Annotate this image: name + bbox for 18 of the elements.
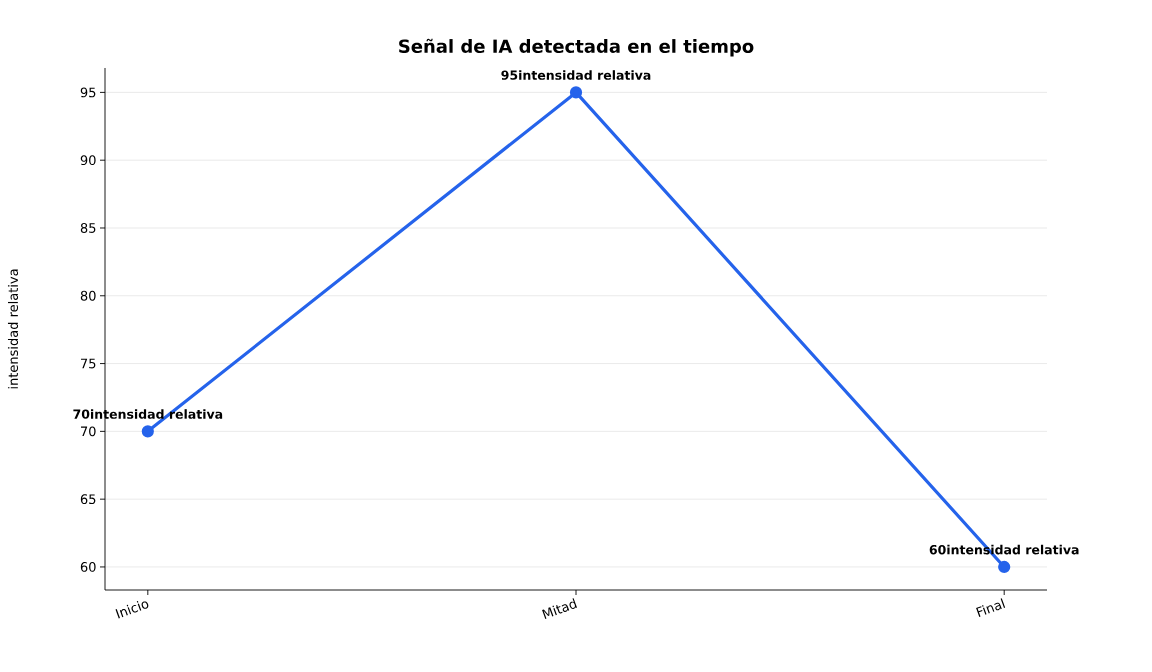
y-tick-label: 65	[80, 494, 96, 505]
y-tick-label: 60	[80, 562, 96, 572]
x-tick-label: Mitad	[542, 598, 577, 620]
y-tick-label: 70	[81, 426, 96, 437]
y-tick-label: 80	[80, 290, 96, 301]
x-tick-label: Final	[976, 598, 1006, 617]
point	[569, 86, 583, 99]
chart-title: Señal de IA detectada en el tiempo	[399, 38, 754, 57]
data-label: 70intensidad relativa	[73, 409, 223, 419]
point	[141, 425, 154, 438]
y-tick-label: 95	[80, 87, 96, 98]
y-tick-label: 90	[80, 155, 96, 166]
y-tick-label: 75	[81, 358, 96, 369]
y-tick-label: 85	[80, 223, 96, 233]
x-tick-label: Inicio	[115, 600, 149, 619]
point	[998, 560, 1011, 574]
data-label: 95intensidad relativa	[501, 70, 651, 80]
y-axis-title: intensidad relativa	[7, 269, 19, 389]
